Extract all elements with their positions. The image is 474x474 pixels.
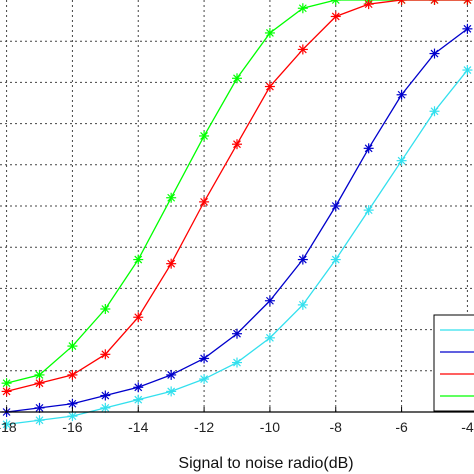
data-point [264,332,275,343]
x-axis-ticks: -18 -16 -14 -12 -10 -8 -6 -4 [0,407,474,435]
data-point [396,0,407,5]
x-tick-label: -8 [330,419,343,435]
data-point [133,382,144,393]
data-point [100,304,111,314]
data-point [67,341,78,352]
data-point [429,0,440,5]
data-point [232,73,242,84]
data-point [34,415,45,426]
data-point [166,386,177,397]
legend [433,314,474,412]
x-tick-label: -4 [461,419,474,435]
data-point [34,369,45,380]
data-point [166,258,177,269]
data-point [100,402,111,413]
data-point [199,196,210,207]
data-point [232,357,242,368]
data-point [133,394,144,405]
x-axis-label: Signal to noise radio(dB) [178,455,353,472]
data-point [297,254,308,265]
data-point [330,11,341,22]
data-point [330,201,341,211]
data-point [34,378,45,389]
data-point [462,23,473,34]
legend-box [433,314,474,412]
data-point [133,312,144,323]
data-point [264,295,275,306]
data-point [330,0,341,5]
data-point [396,155,407,166]
data-point [297,44,308,55]
data-point [429,106,440,117]
data-point [462,0,473,5]
data-point [232,328,242,339]
data-point [396,89,407,100]
data-point [1,419,12,430]
data-point [1,386,12,397]
data-point [330,254,341,265]
x-tick-label: -6 [395,419,408,435]
x-tick-label: -12 [194,419,214,435]
x-tick-label: -16 [62,419,82,435]
data-point [363,205,374,216]
data-point [462,65,473,76]
data-point [166,369,177,380]
data-point [34,402,45,413]
data-point [429,48,440,59]
data-point [199,130,210,141]
data-point [100,390,111,401]
x-tick-label: -14 [128,419,148,435]
data-point [100,349,111,360]
data-point [363,0,374,10]
data-point [363,143,374,154]
data-point [133,254,144,265]
data-point [264,27,275,38]
x-tick-label: -18 [0,419,17,435]
x-tick-label: -10 [260,419,280,435]
series-lines [1,0,473,430]
data-point [67,411,78,422]
data-point [199,374,210,385]
data-point [67,369,78,380]
data-point [264,81,275,92]
data-point [297,3,308,14]
data-point [232,139,242,150]
data-point [297,299,308,310]
data-point [199,353,210,364]
data-point [166,192,177,203]
